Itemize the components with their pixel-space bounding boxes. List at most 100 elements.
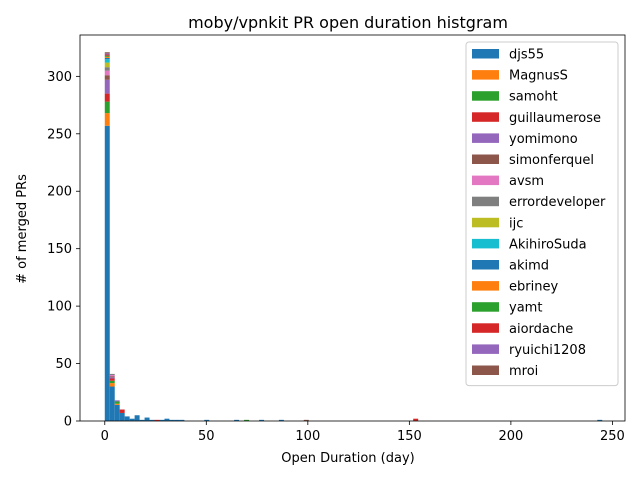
bar-djs55-13 [174, 419, 180, 421]
legend-label-samoht: samoht [509, 90, 558, 105]
y-tick-label-150: 150 [47, 242, 72, 257]
y-axis-label: # of merged PRs [15, 174, 30, 284]
bar-djs55-0 [104, 125, 110, 421]
y-tick-label-250: 250 [47, 127, 72, 142]
bar-guillaumerose-2 [119, 409, 125, 413]
chart-title: moby/vpnkit PR open duration histgram [188, 13, 508, 32]
bar-djs55-15 [204, 419, 210, 421]
bar-djs55-4 [124, 416, 130, 421]
legend-swatch-simonferquel [472, 154, 499, 164]
legend-label-ryuichi1208: ryuichi1208 [509, 343, 586, 358]
bar-errordeveloper-1 [109, 373, 115, 376]
bar-samoht-1 [109, 380, 115, 384]
bar-ryuichi1208-0 [104, 53, 110, 55]
legend-label-akimd: akimd [509, 259, 549, 274]
legend-swatch-ijc [472, 217, 499, 228]
bar-djs55-16 [234, 419, 240, 421]
legend-swatch-aiordache [472, 323, 499, 333]
legend-swatch-samoht [472, 91, 499, 101]
legend-swatch-MagnusS [472, 70, 499, 80]
bar-yomimono-2 [114, 400, 120, 402]
bar-djs55-2 [114, 404, 120, 421]
x-tick-label-50: 50 [198, 429, 215, 444]
legend-label-MagnusS: MagnusS [509, 69, 568, 84]
bar-simonferquel-2 [303, 419, 309, 421]
legend-label-guillaumerose: guillaumerose [509, 111, 601, 126]
bar-layer [104, 52, 603, 421]
legend-label-yomimono: yomimono [509, 132, 578, 147]
y-tick-label-50: 50 [55, 357, 72, 372]
x-tick-label-150: 150 [397, 429, 422, 444]
y-tick-label-0: 0 [64, 415, 72, 430]
bar-samoht-0 [104, 101, 110, 114]
bar-djs55-19 [597, 419, 603, 421]
bar-AkihiroSuda-0 [104, 59, 110, 63]
bar-avsm-1 [109, 375, 115, 377]
bar-aiordache-0 [104, 54, 110, 56]
x-tick-label-200: 200 [498, 429, 523, 444]
bar-djs55-5 [129, 418, 135, 421]
bar-mroi-0 [104, 52, 110, 54]
y-tick-label-300: 300 [47, 70, 72, 85]
bar-MagnusS-2 [114, 403, 120, 405]
legend-swatch-errordeveloper [472, 196, 499, 207]
legend-label-yamt: yamt [509, 301, 542, 316]
bar-djs55-8 [144, 417, 150, 421]
bar-guillaumerose-1 [109, 378, 115, 381]
bar-djs55-12 [169, 419, 175, 421]
bar-simonferquel-1 [109, 376, 115, 378]
legend: djs55 MagnusS samoht guillaumerose yomimono s… [465, 41, 619, 387]
legend-swatch-avsm [472, 175, 499, 186]
bar-guillaumerose-3 [154, 419, 160, 421]
y-tick-label-200: 200 [47, 185, 72, 200]
legend-label-djs55: djs55 [509, 48, 544, 63]
bar-yamt-0 [104, 55, 110, 57]
legend-label-avsm: avsm [509, 174, 544, 189]
axes-layer: 0 50 100 150 200 250 0 50 100 150 200 250 300 [47, 34, 626, 444]
legend-label-errordeveloper: errordeveloper [509, 195, 606, 210]
bar-yomimono-1 [109, 377, 115, 379]
bar-ebriney-0 [104, 56, 110, 58]
bar-djs55-10 [159, 419, 165, 421]
bar-djs55-11 [164, 418, 170, 421]
x-tick-label-250: 250 [600, 429, 625, 444]
bar-MagnusS-1 [109, 383, 115, 387]
legend-label-simonferquel: simonferquel [509, 153, 594, 168]
bar-errordeveloper-0 [104, 67, 110, 71]
bar-samoht-2 [114, 401, 120, 404]
legend-swatch-mroi [472, 365, 499, 375]
bar-djs55-14 [179, 419, 185, 421]
bar-djs55-1 [109, 386, 115, 421]
x-tick-label-0: 0 [101, 429, 109, 444]
bar-djs55-18 [278, 419, 284, 421]
y-tick-label-100: 100 [47, 300, 72, 315]
bar-djs55-17 [259, 419, 265, 421]
bar-MagnusS-0 [104, 113, 110, 126]
legend-label-AkihiroSuda: AkihiroSuda [509, 237, 587, 252]
bar-samoht-3 [244, 419, 250, 421]
legend-label-mroi: mroi [509, 364, 538, 379]
bar-ijc-0 [104, 62, 110, 68]
x-axis-label: Open Duration (day) [281, 451, 415, 466]
legend-swatch-AkihiroSuda [472, 238, 499, 249]
legend-label-aiordache: aiordache [509, 322, 573, 337]
legend-swatch-guillaumerose [472, 112, 499, 122]
legend-swatch-djs55 [472, 49, 499, 59]
bar-guillaumerose-4 [413, 418, 419, 421]
bar-yomimono-0 [104, 79, 110, 94]
bar-djs55-7 [139, 419, 145, 421]
legend-swatch-ebriney [472, 281, 499, 291]
bar-djs55-3 [119, 412, 125, 421]
bar-avsm-0 [104, 70, 110, 76]
legend-swatch-akimd [472, 260, 499, 270]
bar-guillaumerose-0 [104, 93, 110, 102]
legend-swatch-yomimono [472, 133, 499, 143]
bar-akimd-0 [104, 57, 110, 60]
legend-swatch-ryuichi1208 [472, 344, 499, 354]
bar-djs55-6 [134, 415, 140, 421]
x-tick-label-100: 100 [295, 429, 320, 444]
legend-frame [465, 41, 619, 387]
bar-simonferquel-0 [104, 75, 110, 80]
legend-label-ebriney: ebriney [509, 280, 558, 295]
